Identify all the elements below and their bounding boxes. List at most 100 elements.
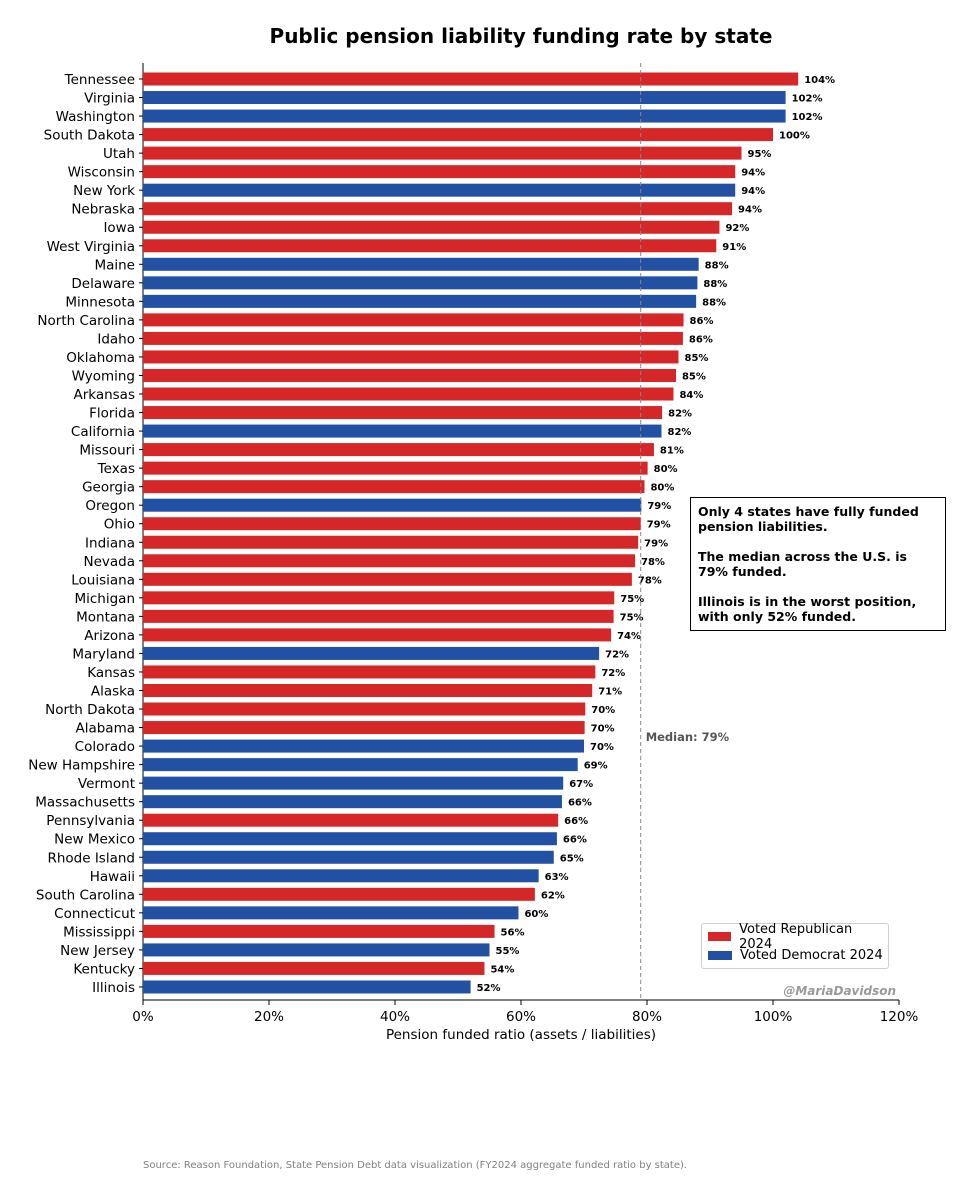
- value-label-new-jersey: 55%: [496, 946, 520, 957]
- state-label-south-dakota: South Dakota: [44, 128, 135, 144]
- state-label-maine: Maine: [94, 257, 135, 273]
- state-label-hawaii: Hawaii: [90, 869, 135, 885]
- x-tick-label-120: 120%: [880, 1009, 919, 1025]
- value-label-nevada: 78%: [641, 557, 665, 568]
- state-label-colorado: Colorado: [75, 739, 135, 755]
- state-label-north-carolina: North Carolina: [37, 313, 135, 329]
- value-label-mississippi: 56%: [501, 927, 525, 938]
- value-label-washington: 102%: [792, 112, 823, 123]
- value-label-california: 82%: [667, 427, 691, 438]
- watermark: @MariaDavidson: [783, 984, 896, 998]
- bar-maine: [143, 257, 699, 271]
- bar-oregon: [143, 498, 642, 512]
- state-label-kentucky: Kentucky: [73, 961, 135, 977]
- state-label-california: California: [71, 424, 135, 440]
- value-label-rhode-island: 65%: [560, 853, 584, 864]
- value-label-oregon: 79%: [647, 501, 671, 512]
- x-tick-label-80: 80%: [632, 1009, 662, 1025]
- bar-nebraska: [143, 202, 733, 216]
- state-label-delaware: Delaware: [71, 276, 135, 292]
- state-label-minnesota: Minnesota: [65, 294, 135, 310]
- value-label-alaska: 71%: [598, 686, 622, 697]
- x-tick-label-100: 100%: [754, 1009, 793, 1025]
- legend-swatch-democrat: [708, 951, 732, 960]
- value-label-north-carolina: 86%: [690, 316, 714, 327]
- x-tick-label-0: 0%: [132, 1009, 154, 1025]
- state-label-missouri: Missouri: [79, 443, 135, 459]
- value-label-nebraska: 94%: [738, 205, 762, 216]
- value-label-texas: 80%: [654, 464, 678, 475]
- bar-new-hampshire: [143, 758, 578, 772]
- annotation-line-1: Only 4 states have fully funded pension …: [698, 504, 919, 534]
- value-label-idaho: 86%: [689, 334, 713, 345]
- median-label: Median: 79%: [646, 730, 730, 744]
- value-label-maryland: 72%: [605, 649, 629, 660]
- bar-california: [143, 424, 662, 438]
- value-label-illinois: 52%: [477, 983, 501, 994]
- value-label-tennessee: 104%: [804, 75, 835, 86]
- state-label-oklahoma: Oklahoma: [66, 350, 135, 366]
- bar-colorado: [143, 739, 584, 753]
- bar-new-mexico: [143, 832, 557, 846]
- value-label-utah: 95%: [748, 149, 772, 160]
- state-label-michigan: Michigan: [74, 591, 135, 607]
- value-label-vermont: 67%: [569, 779, 593, 790]
- bar-south-carolina: [143, 887, 535, 901]
- value-label-south-dakota: 100%: [779, 131, 810, 142]
- bar-nevada: [143, 554, 636, 568]
- value-label-georgia: 80%: [650, 483, 674, 494]
- value-label-wisconsin: 94%: [741, 168, 765, 179]
- bar-wyoming: [143, 368, 676, 382]
- bar-ohio: [143, 517, 641, 531]
- bar-minnesota: [143, 294, 697, 308]
- state-label-kansas: Kansas: [87, 665, 135, 681]
- state-label-arizona: Arizona: [84, 628, 135, 644]
- state-label-arkansas: Arkansas: [73, 387, 135, 403]
- bar-alaska: [143, 683, 593, 697]
- state-label-new-jersey: New Jersey: [60, 943, 135, 959]
- legend-label-democrat: Voted Democrat 2024: [740, 948, 883, 963]
- bar-kentucky: [143, 961, 485, 975]
- annotation-line-2: The median across the U.S. is 79% funded…: [698, 549, 907, 579]
- bar-hawaii: [143, 869, 539, 883]
- state-label-rhode-island: Rhode Island: [47, 850, 135, 866]
- state-label-nebraska: Nebraska: [71, 202, 135, 218]
- value-label-north-dakota: 70%: [591, 705, 615, 716]
- state-label-new-mexico: New Mexico: [54, 832, 135, 848]
- state-label-virginia: Virginia: [84, 91, 135, 107]
- value-label-alabama: 70%: [591, 724, 615, 735]
- state-label-north-dakota: North Dakota: [45, 702, 135, 718]
- value-label-ohio: 79%: [647, 520, 671, 531]
- bar-kansas: [143, 665, 596, 679]
- bar-indiana: [143, 535, 639, 549]
- source-note: Source: Reason Foundation, State Pension…: [143, 1160, 688, 1171]
- bar-west-virginia: [143, 239, 717, 253]
- bar-delaware: [143, 276, 698, 290]
- value-label-kansas: 72%: [601, 668, 625, 679]
- chart-title: Public pension liability funding rate by…: [269, 24, 773, 48]
- bar-louisiana: [143, 572, 632, 586]
- bar-north-carolina: [143, 313, 684, 327]
- value-label-colorado: 70%: [590, 742, 614, 753]
- x-tick-label-40: 40%: [380, 1009, 410, 1025]
- bar-massachusetts: [143, 795, 562, 809]
- state-label-georgia: Georgia: [82, 480, 135, 496]
- x-axis-label: Pension funded ratio (assets / liabiliti…: [386, 1027, 656, 1043]
- bar-mississippi: [143, 924, 495, 938]
- state-label-mississippi: Mississippi: [63, 924, 135, 940]
- state-label-maryland: Maryland: [72, 646, 135, 662]
- bar-illinois: [143, 980, 471, 994]
- bar-michigan: [143, 591, 615, 605]
- value-label-missouri: 81%: [660, 446, 684, 457]
- bar-washington: [143, 109, 786, 123]
- value-label-pennsylvania: 66%: [564, 816, 588, 827]
- legend-label-republican: Voted Republican 2024: [739, 921, 853, 952]
- value-label-indiana: 79%: [644, 538, 668, 549]
- state-label-washington: Washington: [56, 109, 135, 125]
- bar-maryland: [143, 646, 600, 660]
- state-label-new-york: New York: [73, 183, 135, 199]
- state-label-florida: Florida: [89, 406, 135, 422]
- bar-alabama: [143, 721, 585, 735]
- value-label-florida: 82%: [668, 409, 692, 420]
